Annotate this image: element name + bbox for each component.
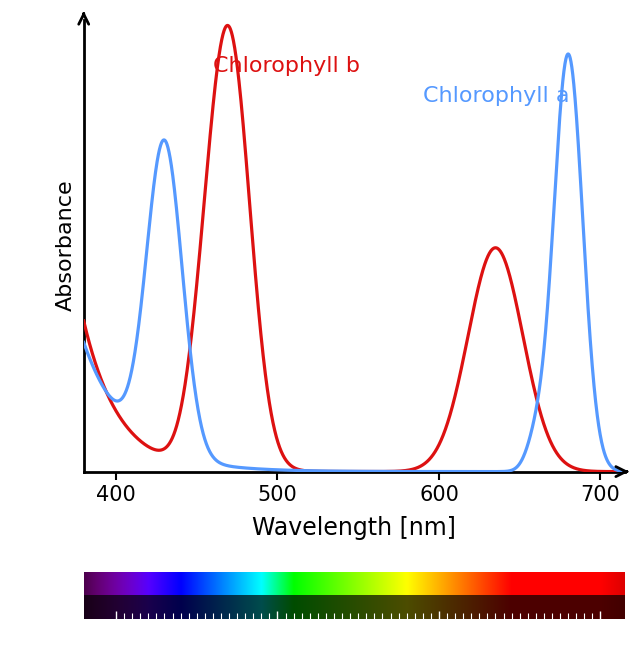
X-axis label: Wavelength [nm]: Wavelength [nm] — [252, 516, 456, 540]
Text: Chlorophyll a: Chlorophyll a — [423, 86, 569, 105]
Y-axis label: Absorbance: Absorbance — [55, 180, 75, 311]
Text: Chlorophyll b: Chlorophyll b — [213, 56, 360, 75]
